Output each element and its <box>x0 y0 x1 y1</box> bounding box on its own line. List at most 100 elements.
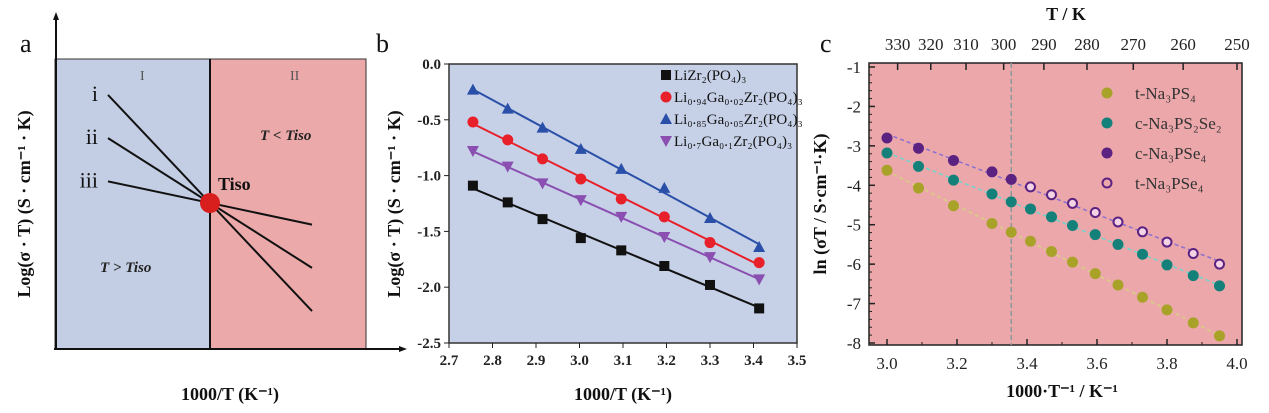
x-tick-label: 3.4 <box>1016 354 1038 373</box>
x-tick-label: 2.7 <box>440 353 459 369</box>
data-point <box>881 164 893 176</box>
panel-b: b 2.7 2.8 2.9 3.0 3.1 3.2 3.3 3.4 3.5 0.0 -0.5 -1.0… <box>376 29 806 405</box>
legend-label: Li₀.₈₅Ga₀.₀₅Zr₂(PO₄)₃ <box>674 112 803 128</box>
data-point <box>502 197 513 208</box>
legend-label: c-Na₃PS₂Se₂ <box>1135 114 1222 133</box>
legend-marker <box>661 70 671 80</box>
data-point <box>615 193 627 205</box>
y-tick-label: -1.5 <box>417 224 441 240</box>
x-tick-label: 3.2 <box>946 354 967 373</box>
region-I <box>55 59 210 349</box>
axes-c: 3.0 3.2 3.4 3.6 3.8 4.0 -1 -2 -3 -4 -5 -6 -7 -8 330 320… <box>847 35 1250 373</box>
y-tick-label: -1 <box>847 58 861 77</box>
data-point <box>501 102 514 114</box>
data-point <box>986 188 998 200</box>
data-point <box>536 121 549 133</box>
data-point <box>1067 220 1078 232</box>
data-point <box>537 153 549 165</box>
y-tick-label: -0.5 <box>417 113 441 129</box>
x-tick-label: 3.4 <box>744 353 763 369</box>
data-point <box>913 142 924 154</box>
data-point <box>1112 279 1124 291</box>
arrow-head-icon <box>399 346 407 352</box>
y-tick-label: -3 <box>847 137 861 156</box>
data-point <box>948 174 959 186</box>
data-point <box>948 200 959 212</box>
data-point <box>1005 196 1017 208</box>
data-point <box>1046 211 1057 223</box>
data-point <box>948 154 959 166</box>
data-point <box>466 146 479 158</box>
data-point <box>575 173 587 185</box>
data-point <box>467 180 478 191</box>
legend-c: t-Na₃PS₄ c-Na₃PS₂Se₂ c-Na₃PSe₄ t-Na₃PSe₄ <box>1101 84 1222 193</box>
data-point <box>537 214 548 225</box>
data-point <box>1046 189 1057 201</box>
data-point <box>1137 248 1148 260</box>
data-point <box>753 241 766 253</box>
legend-label: t-Na₃PSe₄ <box>1135 174 1204 193</box>
axes-b: 2.7 2.8 2.9 3.0 3.1 3.2 3.3 3.4 3.5 0.0 -0.5 -1.0 -1… <box>417 57 806 369</box>
data-point <box>1187 270 1199 282</box>
x-axis-label-c: 1000·T⁻¹ / K⁻¹ <box>1006 381 1118 401</box>
x-tick-label: 3.8 <box>1156 354 1177 373</box>
panel-label-c: c <box>820 29 832 58</box>
x-tick-label: 3.5 <box>788 353 807 369</box>
y-axis-label-b: Log(σ · T) (S · cm⁻¹ · K) <box>384 110 405 297</box>
data-point <box>1089 206 1101 218</box>
data-point <box>502 134 514 146</box>
x-tick-label: 3.0 <box>876 354 897 373</box>
data-point <box>616 245 627 256</box>
data-point <box>536 178 549 190</box>
data-point <box>1214 330 1225 342</box>
data-point <box>704 252 716 264</box>
series-c <box>881 132 1225 342</box>
data-point <box>1005 173 1017 185</box>
data-point <box>615 162 628 174</box>
data-point <box>1089 229 1101 241</box>
data-point <box>1214 280 1225 292</box>
data-point <box>501 161 514 173</box>
top-tick-label: 320 <box>918 35 944 54</box>
panel-label-a: a <box>20 29 32 58</box>
legend-marker <box>1101 87 1113 99</box>
line-label-iii: iii <box>80 167 98 192</box>
legend-marker <box>1101 177 1113 189</box>
data-point <box>1161 259 1173 271</box>
legend-label: Li₀.₇Ga₀.₁Zr₂(PO₄)₃ <box>674 134 792 150</box>
x-tick-label: 3.3 <box>701 353 720 369</box>
line-label-ii: ii <box>86 124 98 149</box>
legend-label: t-Na₃PS₄ <box>1135 84 1196 103</box>
data-point <box>467 116 479 128</box>
region-II <box>210 59 366 349</box>
data-point <box>986 218 998 230</box>
data-point <box>753 257 765 269</box>
x-tick-label: 3.6 <box>1086 354 1107 373</box>
legend-label: Li₀.₉₄Ga₀.₀₂Zr₂(PO₄)₃ <box>674 90 803 106</box>
tiso-point <box>200 193 220 213</box>
data-point <box>574 195 587 207</box>
data-point <box>1005 226 1017 238</box>
data-point <box>615 211 628 223</box>
top-tick-label: 260 <box>1170 35 1196 54</box>
data-point <box>1067 197 1078 209</box>
tiso-label: Tiso <box>218 174 251 194</box>
x-tick-label: 3.2 <box>657 353 676 369</box>
data-point <box>1112 216 1124 228</box>
data-point <box>1161 304 1173 316</box>
data-point <box>658 211 670 223</box>
data-point <box>659 260 670 271</box>
y-tick-label: -6 <box>847 255 861 274</box>
legend-label: c-Na₃PSe₄ <box>1135 144 1206 163</box>
data-point <box>1067 256 1078 268</box>
top-tick-label: 250 <box>1224 35 1250 54</box>
region-text-I: T > Tiso <box>100 260 151 276</box>
data-point <box>913 182 924 194</box>
y-tick-label: -2 <box>847 97 861 116</box>
data-point <box>466 83 479 95</box>
x-tick-label: 4.0 <box>1226 354 1247 373</box>
x-axis-label-a: 1000/T (K⁻¹) <box>181 384 279 405</box>
x-tick-label: 2.9 <box>527 353 546 369</box>
